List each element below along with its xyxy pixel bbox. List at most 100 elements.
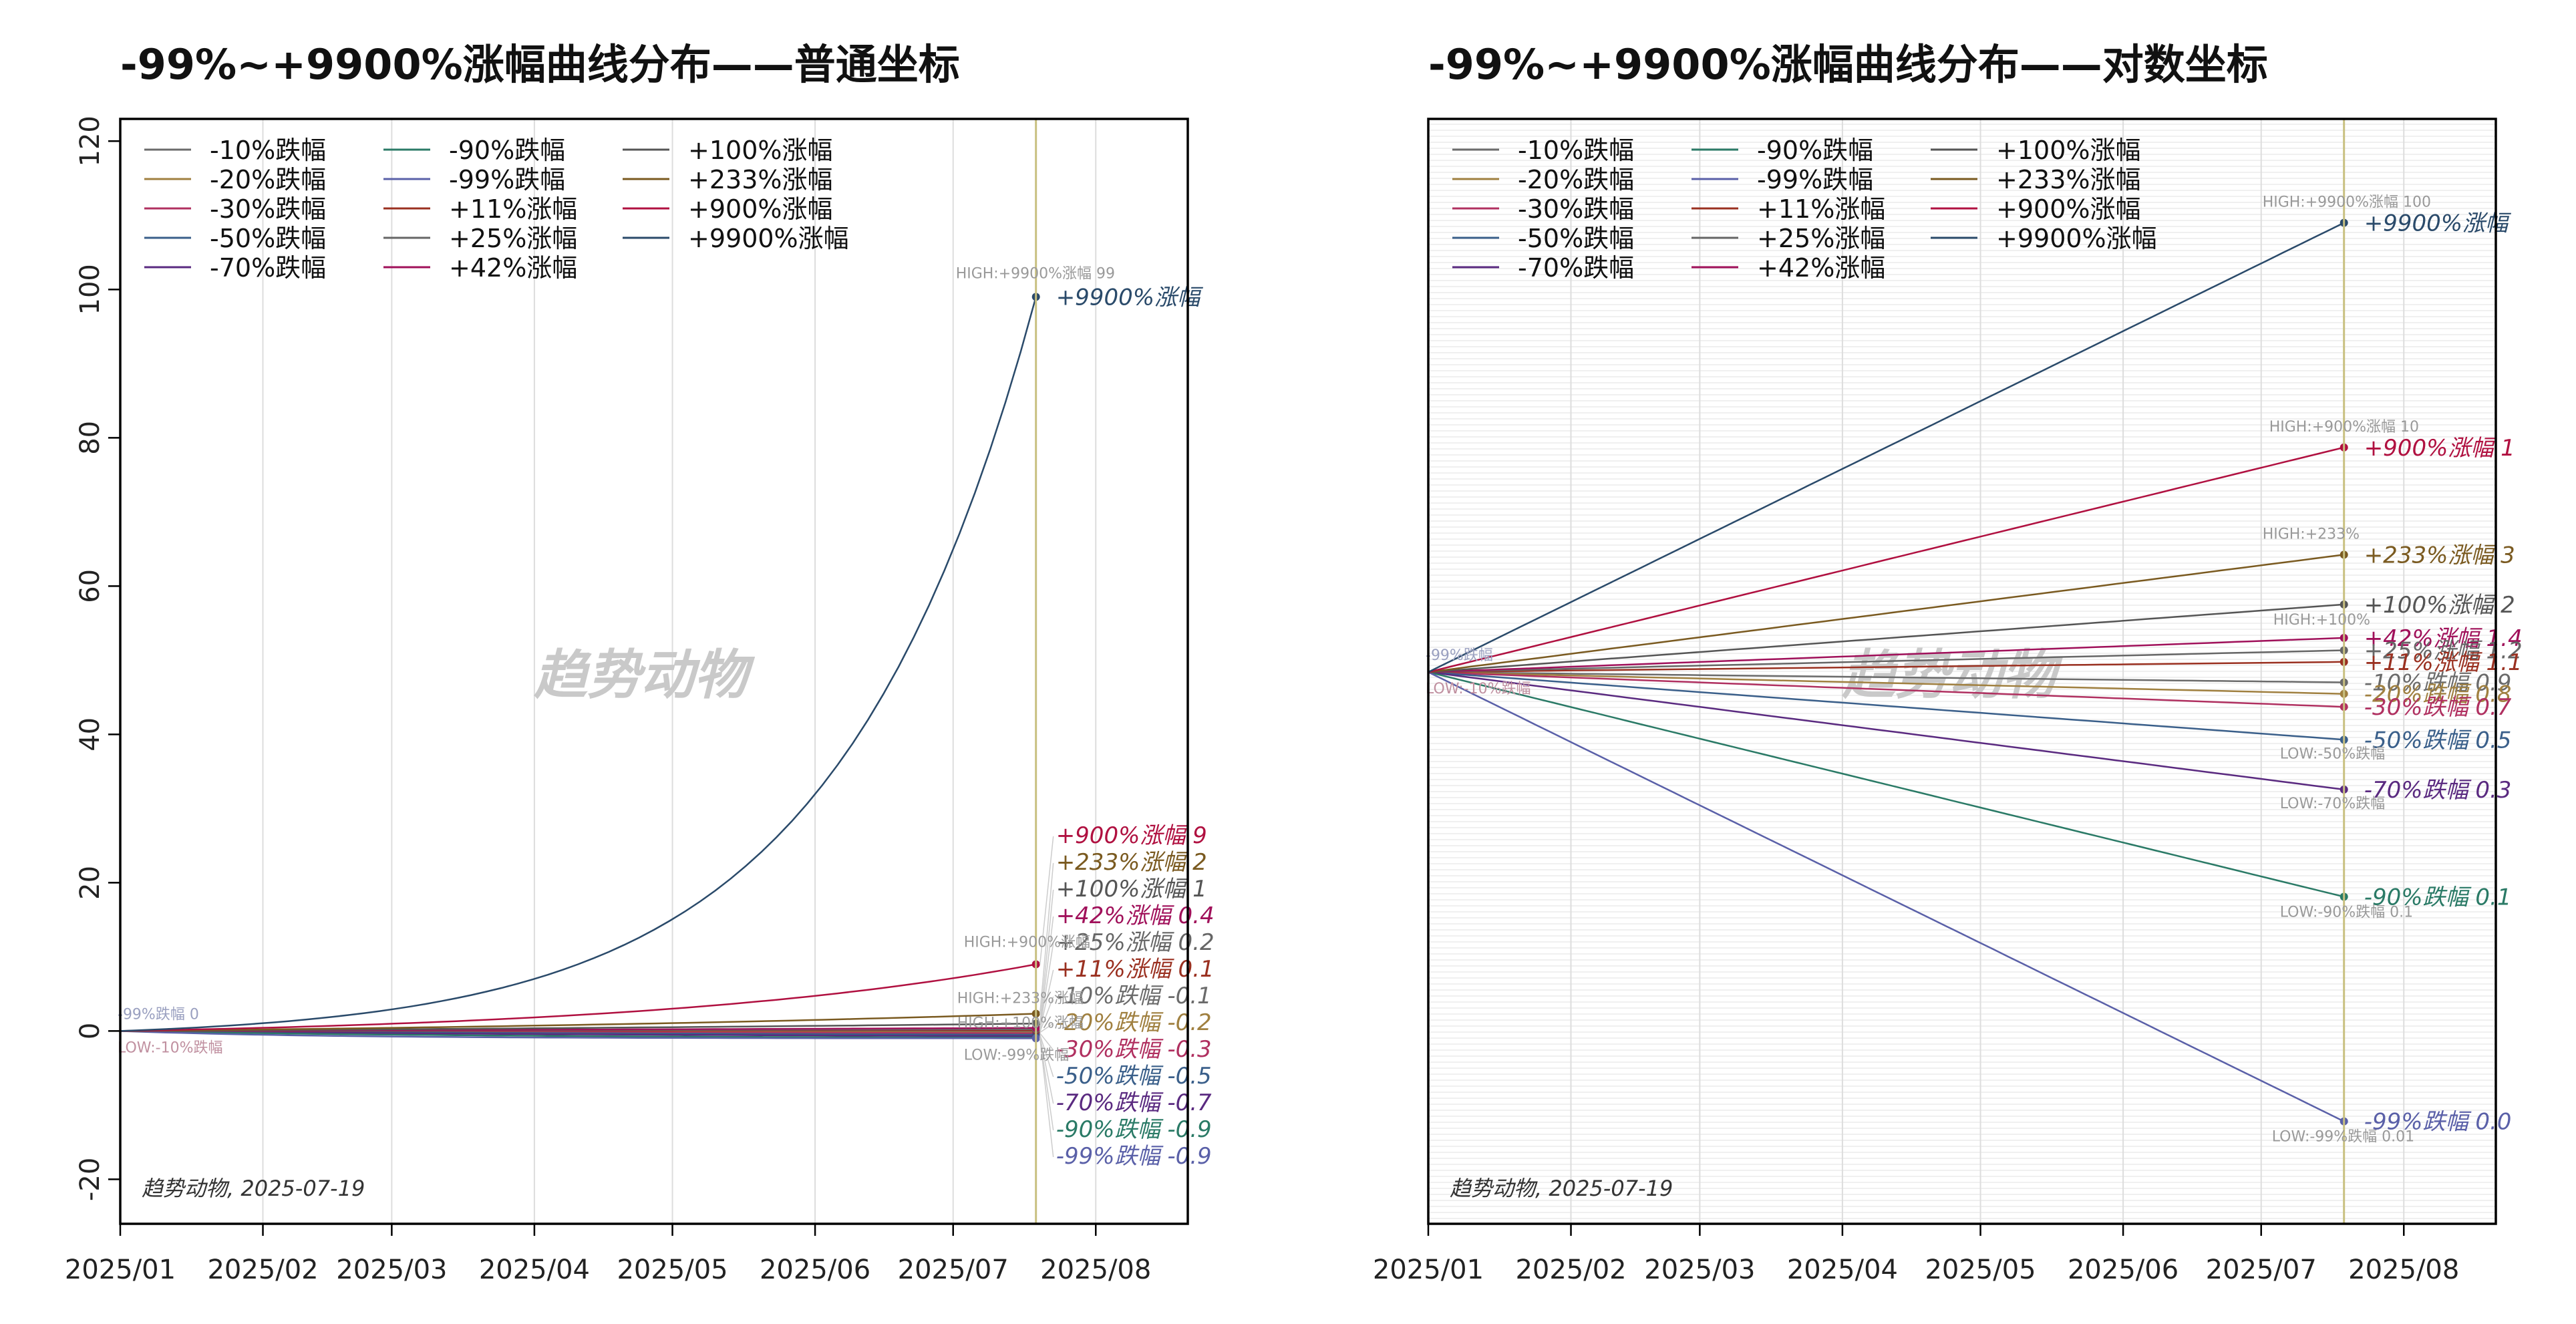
x-tick-label: 2025/06	[760, 1255, 870, 1285]
label-leader-line	[1039, 1033, 1054, 1051]
series-end-label: -50%跌幅 0.5	[2364, 727, 2512, 754]
start-label: -99%跌幅 0	[118, 1006, 199, 1023]
extreme-label: LOW:-50%跌幅	[2280, 746, 2386, 762]
series-end-label: +233%涨幅 2	[1056, 849, 1207, 876]
x-tick-label: 2025/03	[336, 1255, 447, 1285]
series-line	[120, 1030, 1036, 1039]
y-tick-label: -20	[75, 1158, 106, 1201]
label-leader-line	[1039, 836, 1054, 965]
end-labels: +900%涨幅 9+233%涨幅 2+100%涨幅 1+42%涨幅 0.4+25…	[1039, 284, 1215, 1170]
legend-label: -90%跌幅	[449, 136, 565, 165]
series-end-label: +100%涨幅 1	[1056, 876, 1207, 902]
label-leader-line	[1039, 1037, 1054, 1131]
legend-label: +42%涨幅	[449, 253, 577, 283]
extreme-labels: HIGH:+9900%涨幅 100 HIGH:+900%涨幅 10 HIGH:+23…	[2263, 194, 2431, 1146]
extreme-label: HIGH:+9900%涨幅 100	[2263, 194, 2431, 211]
y-tick-label: 60	[75, 569, 106, 603]
legend-label: +11%涨幅	[1757, 194, 1885, 224]
x-tick-label: 2025/04	[479, 1255, 590, 1285]
label-leader-line	[1039, 862, 1054, 1014]
label-leader-line	[1039, 1034, 1054, 1078]
x-tick-label: 2025/08	[1040, 1255, 1151, 1285]
x-tick-label: 2025/07	[898, 1255, 1009, 1285]
y-tick-label: 100	[75, 264, 106, 315]
start-sub-label: LOW:-10%跌幅	[1426, 681, 1531, 697]
series-line	[1428, 671, 2344, 708]
series-end-label: -99%跌幅 0.0	[2364, 1109, 2512, 1136]
legend: -10%跌幅-20%跌幅-30%跌幅-50%跌幅-70%跌幅 -90%跌幅-99%…	[1452, 136, 2157, 283]
x-tick-label: 2025/01	[1373, 1255, 1484, 1285]
x-tick-label: 2025/04	[1787, 1255, 1898, 1285]
series-end-label: +900%涨幅 1	[2364, 435, 2515, 462]
series-line	[120, 297, 1037, 1032]
legend-label: +900%涨幅	[688, 194, 832, 224]
series-end-label: -30%跌幅 0.7	[2364, 694, 2512, 721]
label-leader-line	[1039, 1023, 1054, 1033]
series-line	[1428, 671, 2345, 1122]
x-tick-label: 2025/02	[1515, 1255, 1626, 1285]
legend-label: +25%涨幅	[449, 224, 577, 253]
legend-label: -99%跌幅	[449, 165, 565, 194]
x-tick-label: 2025/08	[2348, 1255, 2459, 1285]
y-tick-label: 80	[75, 421, 106, 455]
series-end-label: -70%跌幅 -0.7	[1056, 1090, 1212, 1116]
y-tick-label: 40	[75, 717, 106, 752]
x-tick-label: 2025/02	[207, 1255, 318, 1285]
series-line	[120, 1030, 1036, 1039]
series-end-label: +233%涨幅 3	[2364, 542, 2515, 568]
legend-label: -20%跌幅	[210, 165, 326, 194]
legend-label: -10%跌幅	[1518, 136, 1634, 165]
series-line	[1428, 649, 2344, 673]
series-line	[1428, 671, 2344, 898]
extreme-label: HIGH:+100%涨幅	[957, 1015, 1084, 1031]
series-end-label: -90%跌幅 -0.9	[1056, 1116, 1212, 1143]
series-line	[1428, 661, 2344, 673]
series-end-label: +42%涨幅 0.4	[1056, 902, 1215, 929]
series-line	[1428, 671, 2344, 683]
legend-label: +100%涨幅	[1996, 136, 2140, 165]
series-end-label: -10%跌幅 -0.1	[1056, 983, 1212, 1009]
start-sub-label: LOW:-10%跌幅	[118, 1039, 223, 1056]
legend-label: -50%跌幅	[1518, 224, 1634, 253]
horizontal-grid	[1428, 124, 2496, 1219]
x-tick-label: 2025/05	[617, 1255, 728, 1285]
label-leader-line	[1039, 916, 1054, 1028]
series-end-label: +9900%涨幅	[2364, 210, 2512, 237]
legend-label: -10%跌幅	[210, 136, 326, 165]
series-line	[1428, 671, 2344, 695]
extreme-label: LOW:-70%跌幅	[2280, 796, 2386, 812]
series-line	[1428, 222, 2345, 673]
x-tick-label: 2025/05	[1925, 1255, 2036, 1285]
series-lines	[120, 293, 1040, 1043]
series-end-label: +11%涨幅 0.1	[1056, 956, 1215, 983]
x-tick-label: 2025/03	[1644, 1255, 1755, 1285]
series-end-label: -30%跌幅 -0.3	[1056, 1036, 1212, 1063]
end-labels: +9900%涨幅+900%涨幅 1+233%涨幅 3+100%涨幅 2+42%涨…	[2364, 210, 2523, 1136]
series-end-label: -90%跌幅 0.1	[2364, 884, 2512, 911]
y-tick-label: 20	[75, 866, 106, 900]
y-tick-label: 120	[75, 116, 106, 166]
legend-label: +11%涨幅	[449, 194, 577, 224]
extreme-label: HIGH:+233%涨幅	[957, 991, 1084, 1007]
series-line	[1428, 554, 2344, 673]
legend-label: +42%涨幅	[1757, 253, 1885, 283]
extreme-label: HIGH:+900%涨幅 10	[2269, 419, 2419, 436]
x-tick-label: 2025/01	[65, 1255, 176, 1285]
extreme-label: HIGH:+900%涨幅	[964, 934, 1090, 951]
x-axis-ticks: 2025/01 2025/02 2025/03 2025/04 2025/05 2025/…	[65, 119, 1151, 1285]
x-tick-label: 2025/06	[2068, 1255, 2179, 1285]
extreme-label: LOW:-99%跌幅 0.01	[2272, 1129, 2414, 1146]
series-line	[1428, 671, 2344, 741]
extreme-label: HIGH:+9900%涨幅 99	[956, 265, 1115, 282]
credit-text: 趋势动物, 2025-07-19	[142, 1176, 365, 1201]
y-tick-label: 0	[75, 1023, 106, 1039]
chart-title: -99%~+9900%涨幅曲线分布——普通坐标	[120, 40, 960, 89]
start-label: -99%跌幅	[1426, 647, 1493, 664]
legend-label: +233%涨幅	[1996, 165, 2140, 194]
log-chart-panel: -99%~+9900%涨幅曲线分布——对数坐标 2025/01 2025/02 202…	[1373, 40, 2523, 1285]
series-end-label: -10%跌幅 0.9	[2364, 669, 2512, 696]
series-line	[1428, 446, 2344, 673]
series-end-label: +9900%涨幅	[1056, 284, 1204, 311]
